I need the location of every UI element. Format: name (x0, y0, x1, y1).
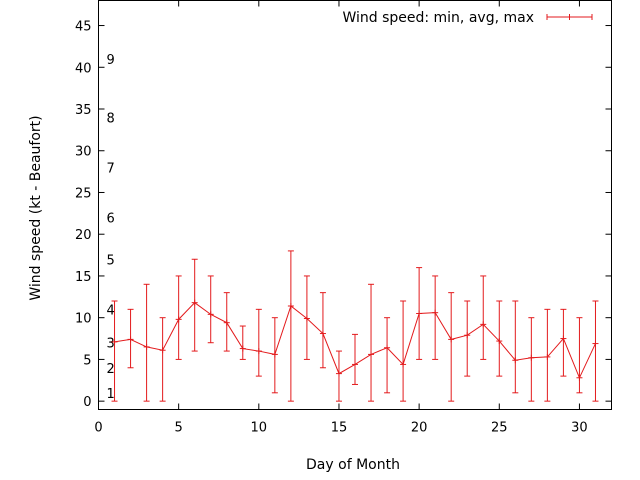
y-tick-label: 35 (75, 103, 92, 118)
beaufort-label: 4 (107, 303, 115, 318)
beaufort-label: 6 (107, 212, 115, 227)
x-tick-label: 5 (175, 421, 183, 436)
y-axis-title: Wind speed (kt - Beaufort) (28, 115, 44, 300)
beaufort-label: 3 (107, 337, 115, 352)
legend-sample (546, 14, 593, 20)
x-tick-label: 15 (331, 421, 348, 436)
beaufort-label: 9 (107, 53, 115, 68)
beaufort-label: 8 (107, 111, 115, 126)
x-tick-label: 20 (411, 421, 428, 436)
y-tick-label: 25 (75, 186, 92, 201)
legend: Wind speed: min, avg, max (342, 10, 593, 26)
beaufort-label: 5 (107, 253, 115, 268)
y-tick-label: 45 (75, 20, 92, 35)
legend-label: Wind speed: min, avg, max (342, 10, 534, 26)
beaufort-label: 7 (107, 161, 115, 176)
x-tick-label: 0 (94, 421, 102, 436)
y-tick-label: 0 (83, 395, 91, 410)
y-tick-label: 30 (75, 145, 92, 160)
x-tick-label: 25 (491, 421, 508, 436)
y-tick-label: 40 (75, 61, 92, 76)
data-layer (111, 250, 599, 402)
y-tick-label: 20 (75, 228, 92, 243)
x-axis-title: Day of Month (306, 457, 400, 473)
x-tick-label: 10 (251, 421, 268, 436)
plot-frame (98, 0, 612, 410)
y-tick-label: 5 (83, 353, 91, 368)
y-tick-label: 10 (75, 312, 92, 327)
beaufort-label: 1 (107, 387, 115, 402)
x-tick-label: 30 (571, 421, 588, 436)
y-tick-label: 15 (75, 270, 92, 285)
beaufort-label: 2 (107, 362, 115, 377)
